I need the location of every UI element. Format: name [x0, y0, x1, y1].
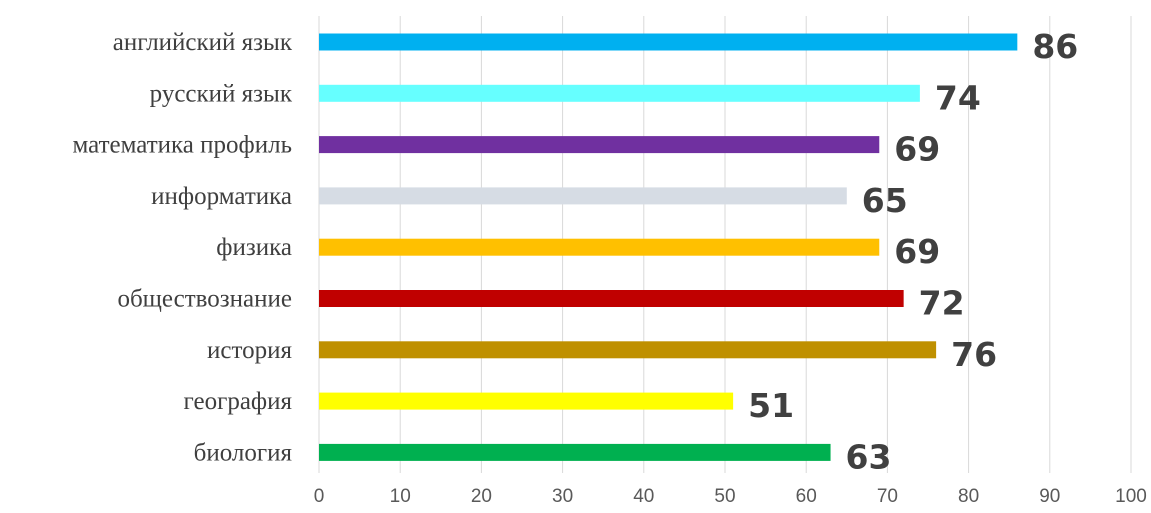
- bar: [319, 187, 847, 205]
- x-tick-label: 90: [1039, 486, 1060, 507]
- category-label: история: [207, 337, 292, 364]
- x-tick-label: 50: [714, 486, 735, 507]
- bar: [319, 33, 1018, 51]
- x-tick-label: 0: [314, 486, 325, 507]
- category-label: математика профиль: [73, 132, 292, 159]
- x-tick-label: 100: [1115, 486, 1147, 507]
- category-labels: английский язык русский язык математика пр…: [73, 29, 293, 466]
- category-label: физика: [216, 234, 292, 261]
- x-tick-label: 30: [552, 486, 573, 507]
- data-label: 51: [748, 386, 794, 425]
- x-tick-label: 10: [390, 486, 411, 507]
- x-tick-label: 40: [633, 486, 654, 507]
- bar: [319, 238, 880, 256]
- data-label: 69: [894, 130, 940, 169]
- data-labels: 86 74 69 65 69 72 76 51 63: [748, 27, 1078, 476]
- bar: [319, 341, 937, 359]
- data-label: 72: [919, 284, 965, 323]
- category-label: английский язык: [113, 29, 293, 56]
- bar: [319, 136, 880, 154]
- data-label: 65: [862, 181, 908, 220]
- bar: [319, 84, 920, 102]
- x-tick-label: 80: [958, 486, 979, 507]
- x-tick-label: 60: [796, 486, 817, 507]
- bars: [319, 33, 1018, 461]
- bar: [319, 290, 904, 307]
- x-tick-label: 20: [471, 486, 492, 507]
- category-label: русский язык: [150, 80, 293, 107]
- category-label: обществознание: [117, 286, 292, 313]
- data-label: 63: [846, 437, 892, 476]
- category-label: биология: [194, 439, 293, 466]
- data-label: 69: [894, 232, 940, 271]
- category-label: информатика: [151, 183, 292, 210]
- x-tick-label: 70: [877, 486, 898, 507]
- x-axis-ticks: 0 10 20 30 40 50 60 70 80 90 100: [314, 486, 1147, 507]
- data-label: 76: [951, 335, 997, 374]
- category-label: география: [184, 388, 293, 415]
- data-label: 74: [935, 78, 981, 117]
- bar: [319, 443, 831, 461]
- data-label: 86: [1032, 27, 1078, 66]
- bar: [319, 392, 734, 410]
